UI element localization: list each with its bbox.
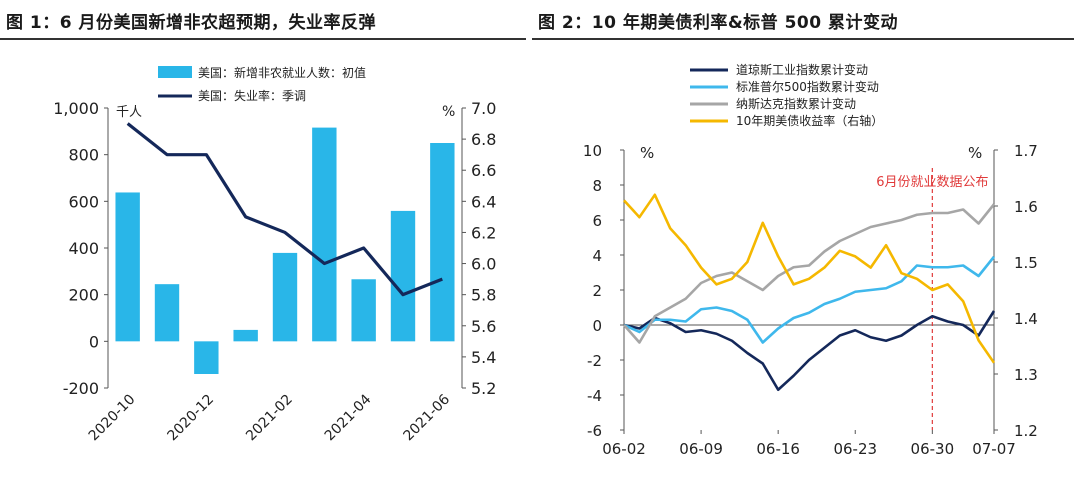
chart-1-left-unit: 千人 [116,105,142,120]
chart-1-right-tick-label: 5.6 [471,317,496,336]
chart-1-x-tick-label: 2021-02 [243,392,296,445]
chart-1-bar [351,279,376,342]
chart-2-legend-label: 纳斯达克指数累计变动 [736,96,856,111]
chart-2-series-line-2 [623,255,996,344]
chart-1-right-tick-label: 6.0 [471,255,496,274]
chart-2-left-tick-label: 10 [583,142,602,160]
chart-2-series-line-1 [623,310,996,392]
chart-1-unemployment-line [126,122,443,297]
chart-2-series-line-3 [623,203,996,344]
chart-2-right-unit: % [968,144,982,162]
chart-2-left-tick-label: 2 [592,282,602,300]
chart-1-bar [154,284,180,342]
chart-1-right-tick-label: 5.2 [471,379,496,398]
chart-2-right-tick-label: 1.2 [1014,422,1038,440]
chart-1-right-tick-label: 5.8 [471,286,496,305]
chart-1-legend-line-label: 美国：失业率：季调 [198,88,306,103]
chart-2-right-tick-label: 1.7 [1014,142,1038,160]
chart-1-x-tick-label: 2020-12 [164,392,217,445]
chart-1-legend-bar-label: 美国：新增非农就业人数：初值 [198,65,366,80]
chart-1-right-tick-label: 7.0 [471,99,496,118]
chart-1-right-tick-label: 5.4 [471,348,496,367]
chart-1-right-tick-label: 6.6 [471,161,496,180]
chart-panel-2: 图 2：10 年期美债利率&标普 500 累计变动 -6 -4 -2 0 2 4 6 8 10 1… [532,0,1080,477]
chart-2-x-tick-label: 07-07 [972,440,1016,458]
chart-1-right-tick-label: 6.2 [471,223,496,242]
chart-1-title-rule [0,38,526,40]
chart-1-left-tick-label: 1,000 [53,99,99,118]
chart-1-left-tick-label: 0 [89,332,99,351]
chart-1-bar [390,210,416,342]
chart-1-left-tick-label: 200 [68,286,99,305]
chart-2-series-line-4 [623,193,996,364]
chart-2-left-tick-label: 6 [592,212,602,230]
chart-2-title-rule [532,38,1074,40]
chart-2-annotation-label: 6月份就业数据公布 [876,175,988,190]
chart-1-bar [115,192,140,342]
chart-panel-1: 图 1：6 月份美国新增非农超预期，失业率反弹 -200 0 200 400 600 80… [0,0,532,477]
chart-1-right-tick-label: 6.4 [471,192,496,211]
chart-2-left-tick-label: 8 [592,177,602,195]
chart-1-bar [430,143,455,342]
chart-1-bar [272,252,298,342]
chart-2-left-tick-label: 4 [592,247,602,265]
chart-2-left-unit: % [640,144,654,162]
chart-2-x-tick-label: 06-23 [833,440,877,458]
chart-2-x-tick-label: 06-30 [911,440,955,458]
chart-1-title: 图 1：6 月份美国新增非农超预期，失业率反弹 [6,13,376,33]
chart-2-svg: -6 -4 -2 0 2 4 6 8 10 1.2 1.3 1.4 1.5 1.6 1.7% % 6月份就业数据… [583,62,1038,458]
chart-2-left-tick-label: -2 [587,352,602,370]
chart-2-x-tick-label: 06-09 [679,440,723,458]
chart-1-bar [233,329,258,342]
chart-2-legend-label: 标准普尔500指数累计变动 [736,79,879,94]
chart-1-x-tick-label: 2020-10 [86,392,139,445]
chart-2-left-tick-label: 0 [592,317,602,335]
chart-1-x-tick-label: 2021-06 [400,391,453,444]
chart-1-x-tick-label: 2021-04 [322,391,375,444]
chart-1-left-tick-label: 400 [68,239,99,258]
chart-2-right-tick-label: 1.4 [1014,310,1038,328]
chart-2-x-tick-label: 06-16 [756,440,800,458]
chart-1-svg: -200 0 200 400 600 800 1,000 5.2 5.4 5.6 5.8 6.0 6.2… [53,65,496,445]
chart-1-bar [194,341,219,374]
chart-1-right-tick-label: 6.8 [471,130,496,149]
chart-1-left-tick-label: 800 [68,146,99,165]
chart-2-legend-label: 10年期美债收益率（右轴） [736,113,883,128]
chart-2-right-tick-label: 1.6 [1014,198,1038,216]
chart-2-title: 图 2：10 年期美债利率&标普 500 累计变动 [538,13,898,33]
chart-1-bar [312,127,337,342]
chart-2-right-tick-label: 1.5 [1014,254,1038,272]
chart-2-right-tick-label: 1.3 [1014,366,1038,384]
chart-2-legend-label: 道琼斯工业指数累计变动 [736,62,868,77]
chart-2-left-tick-label: -4 [587,387,602,405]
chart-2-left-tick-label: -6 [587,422,602,440]
chart-1-left-tick-label: -200 [63,379,99,398]
chart-1-right-unit: % [442,104,455,120]
chart-2-x-tick-label: 06-02 [602,440,646,458]
chart-1-left-tick-label: 600 [68,192,99,211]
chart-1-legend-bar-swatch [158,66,192,78]
